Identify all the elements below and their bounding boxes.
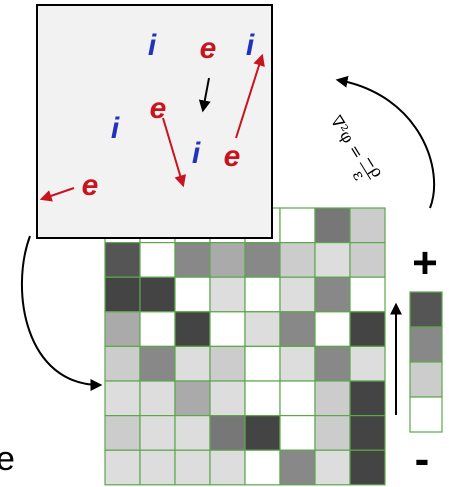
grid-cell bbox=[245, 346, 280, 381]
grid-cell bbox=[105, 277, 140, 312]
grid-cell bbox=[175, 416, 210, 451]
grid-cell bbox=[280, 312, 315, 347]
grid-cell bbox=[245, 312, 280, 347]
grid-cell bbox=[280, 346, 315, 381]
grid-cell bbox=[210, 243, 245, 278]
charge-grid bbox=[105, 208, 385, 485]
grid-cell bbox=[280, 277, 315, 312]
grid-cell bbox=[315, 381, 350, 416]
scale-cell bbox=[410, 362, 442, 397]
grid-cell bbox=[175, 346, 210, 381]
grid-cell bbox=[350, 208, 385, 243]
grid-cell bbox=[350, 277, 385, 312]
grid-cell bbox=[245, 381, 280, 416]
particle-label: i bbox=[246, 29, 255, 62]
grid-cell bbox=[315, 450, 350, 485]
scale-cell bbox=[410, 397, 442, 432]
grid-cell bbox=[245, 416, 280, 451]
grid-cell bbox=[210, 381, 245, 416]
equation-lhs: ∇²φ = bbox=[327, 112, 368, 162]
grid-cell bbox=[210, 312, 245, 347]
particle-label: e bbox=[200, 32, 217, 65]
grid-cell bbox=[315, 312, 350, 347]
grid-cell bbox=[350, 381, 385, 416]
scale-cell bbox=[410, 292, 442, 327]
corner-label: e bbox=[0, 440, 15, 478]
equation: ∇²φ = −ρ ε bbox=[318, 108, 387, 189]
grid-cell bbox=[315, 208, 350, 243]
minus-sign: - bbox=[415, 435, 430, 484]
grid-cell bbox=[315, 243, 350, 278]
grid-cell bbox=[105, 346, 140, 381]
particle-label: i bbox=[111, 112, 120, 145]
grid-cell bbox=[245, 277, 280, 312]
curved-arrow bbox=[22, 236, 100, 385]
grid-cell bbox=[350, 346, 385, 381]
grid-cell bbox=[350, 416, 385, 451]
grid-cell bbox=[280, 243, 315, 278]
grid-cell bbox=[175, 381, 210, 416]
grid-cell bbox=[105, 243, 140, 278]
grid-cell bbox=[140, 416, 175, 451]
grid-cell bbox=[105, 312, 140, 347]
grid-cell bbox=[280, 381, 315, 416]
grid-cell bbox=[280, 208, 315, 243]
grid-cell bbox=[140, 346, 175, 381]
plus-sign: + bbox=[412, 239, 438, 288]
grid-cell bbox=[245, 450, 280, 485]
charge-scale bbox=[410, 292, 442, 432]
grid-cell bbox=[350, 312, 385, 347]
grid-cell bbox=[105, 416, 140, 451]
grid-cell bbox=[175, 450, 210, 485]
particle-label: i bbox=[192, 137, 201, 170]
grid-cell bbox=[315, 416, 350, 451]
diagram: + - e ∇²φ = −ρ ε ieieiiee bbox=[0, 0, 449, 487]
grid-cell bbox=[245, 243, 280, 278]
grid-cell bbox=[210, 416, 245, 451]
grid-cell bbox=[140, 277, 175, 312]
grid-cell bbox=[140, 450, 175, 485]
equation-denominator: ε bbox=[349, 166, 370, 183]
scale-cell bbox=[410, 327, 442, 362]
particle-label: e bbox=[82, 169, 99, 202]
grid-cell bbox=[175, 312, 210, 347]
grid-cell bbox=[315, 346, 350, 381]
grid-cell bbox=[105, 381, 140, 416]
grid-cell bbox=[210, 450, 245, 485]
grid-cell bbox=[210, 277, 245, 312]
grid-cell bbox=[175, 243, 210, 278]
grid-cell bbox=[280, 450, 315, 485]
particle-label: e bbox=[224, 140, 241, 173]
grid-cell bbox=[140, 312, 175, 347]
particle-label: i bbox=[148, 29, 157, 62]
grid-cell bbox=[105, 450, 140, 485]
grid-cell bbox=[315, 277, 350, 312]
grid-cell bbox=[210, 346, 245, 381]
particle-label: e bbox=[150, 92, 167, 125]
page: + - e ∇²φ = −ρ ε ieieiiee (() => { const… bbox=[0, 0, 449, 487]
grid-cell bbox=[175, 277, 210, 312]
grid-cell bbox=[350, 450, 385, 485]
grid-cell bbox=[140, 381, 175, 416]
grid-cell bbox=[280, 416, 315, 451]
grid-cell bbox=[140, 243, 175, 278]
grid-cell bbox=[350, 243, 385, 278]
